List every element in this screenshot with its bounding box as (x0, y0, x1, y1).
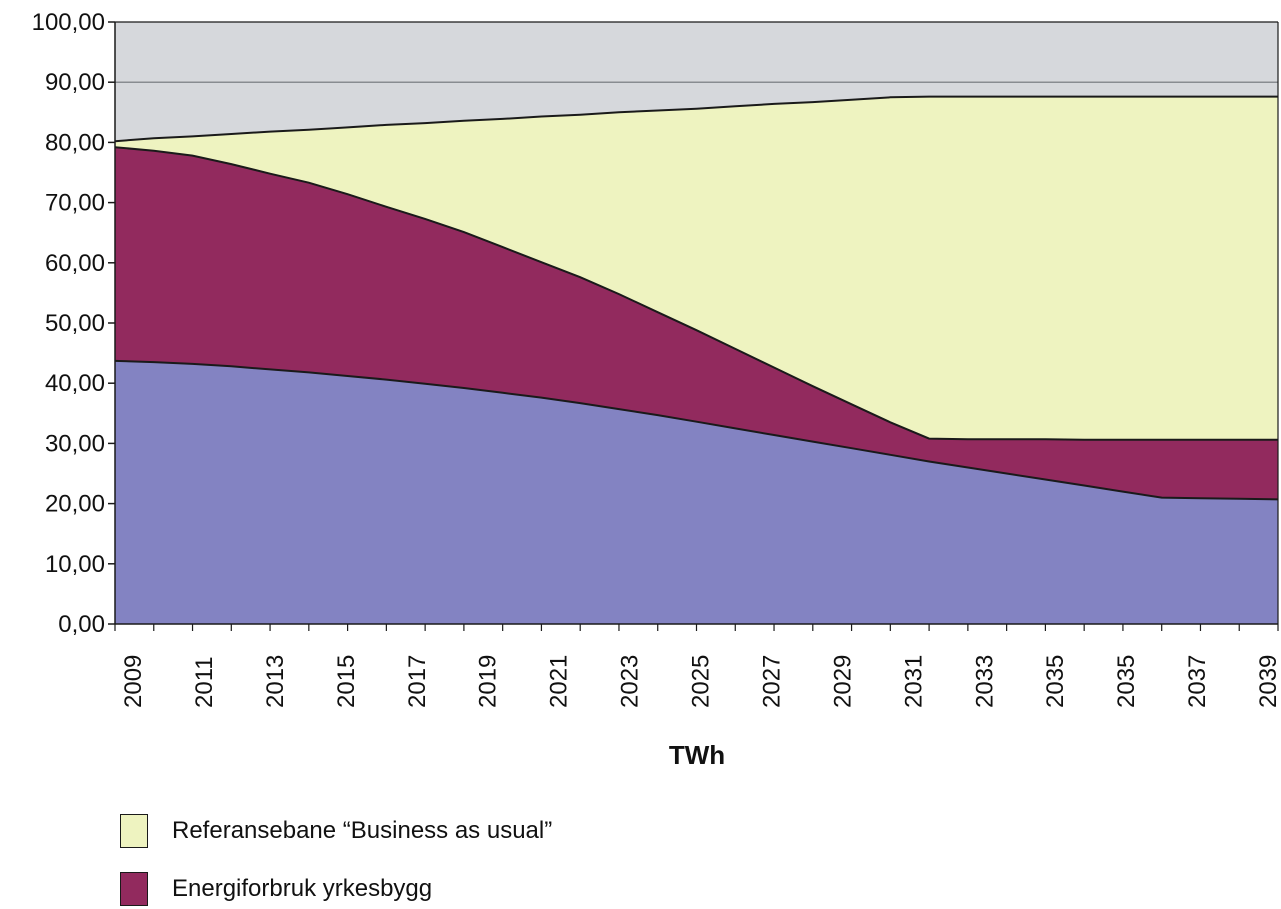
legend-label-referansebane: Referansebane “Business as usual” (172, 817, 553, 844)
x-tick-label-6: 2021 (546, 655, 573, 708)
y-tick-label-0: 0,00 (58, 611, 105, 638)
legend-swatch-energiforbruk (120, 872, 148, 906)
x-tick-label-15: 2037 (1184, 655, 1211, 708)
x-tick-label-10: 2029 (829, 655, 856, 708)
x-tick-label-8: 2025 (688, 655, 715, 708)
x-axis-title: TWh (669, 740, 725, 770)
x-tick-label-1: 2011 (191, 656, 218, 708)
line-energiforbruk (114, 146, 1278, 441)
legend-swatch-referansebane (120, 814, 148, 848)
y-tick-label-3: 30,00 (45, 430, 105, 457)
legend-item-referansebane: Referansebane “Business as usual” (120, 812, 552, 850)
x-tick-label-4: 2017 (404, 655, 431, 708)
x-tick-label-13: 2035 (1042, 655, 1069, 708)
y-tick-label-1: 10,00 (45, 551, 105, 578)
y-tick-label-9: 90,00 (45, 69, 105, 96)
line-base (114, 359, 1279, 501)
x-tick-label-11: 2031 (900, 655, 927, 708)
x-tick-label-14: 2035 (1113, 655, 1140, 708)
x-tick-label-2: 2013 (262, 655, 289, 708)
x-tick-label-9: 2027 (758, 655, 785, 708)
legend-item-energiforbruk: Energiforbruk yrkesbygg (120, 870, 552, 908)
y-tick-label-7: 70,00 (45, 190, 105, 217)
y-tick-label-8: 80,00 (45, 129, 105, 156)
x-tick-label-12: 2033 (971, 655, 998, 708)
x-tick-label-5: 2019 (475, 655, 502, 708)
y-tick-label-10: 100,00 (32, 9, 105, 36)
legend: Referansebane “Business as usual” Energi… (120, 812, 552, 909)
x-tick-label-3: 2015 (333, 655, 360, 708)
x-tick-label-7: 2023 (617, 655, 644, 708)
x-tick-label-16: 2039 (1255, 655, 1281, 708)
x-tick-label-0: 2009 (120, 655, 147, 708)
y-tick-label-4: 40,00 (45, 370, 105, 397)
y-tick-label-2: 20,00 (45, 491, 105, 518)
legend-label-energiforbruk: Energiforbruk yrkesbygg (172, 875, 433, 902)
y-tick-label-5: 50,00 (45, 310, 105, 337)
line-referanse (114, 95, 1278, 143)
y-tick-label-6: 60,00 (45, 250, 105, 277)
area-base (115, 360, 1278, 624)
